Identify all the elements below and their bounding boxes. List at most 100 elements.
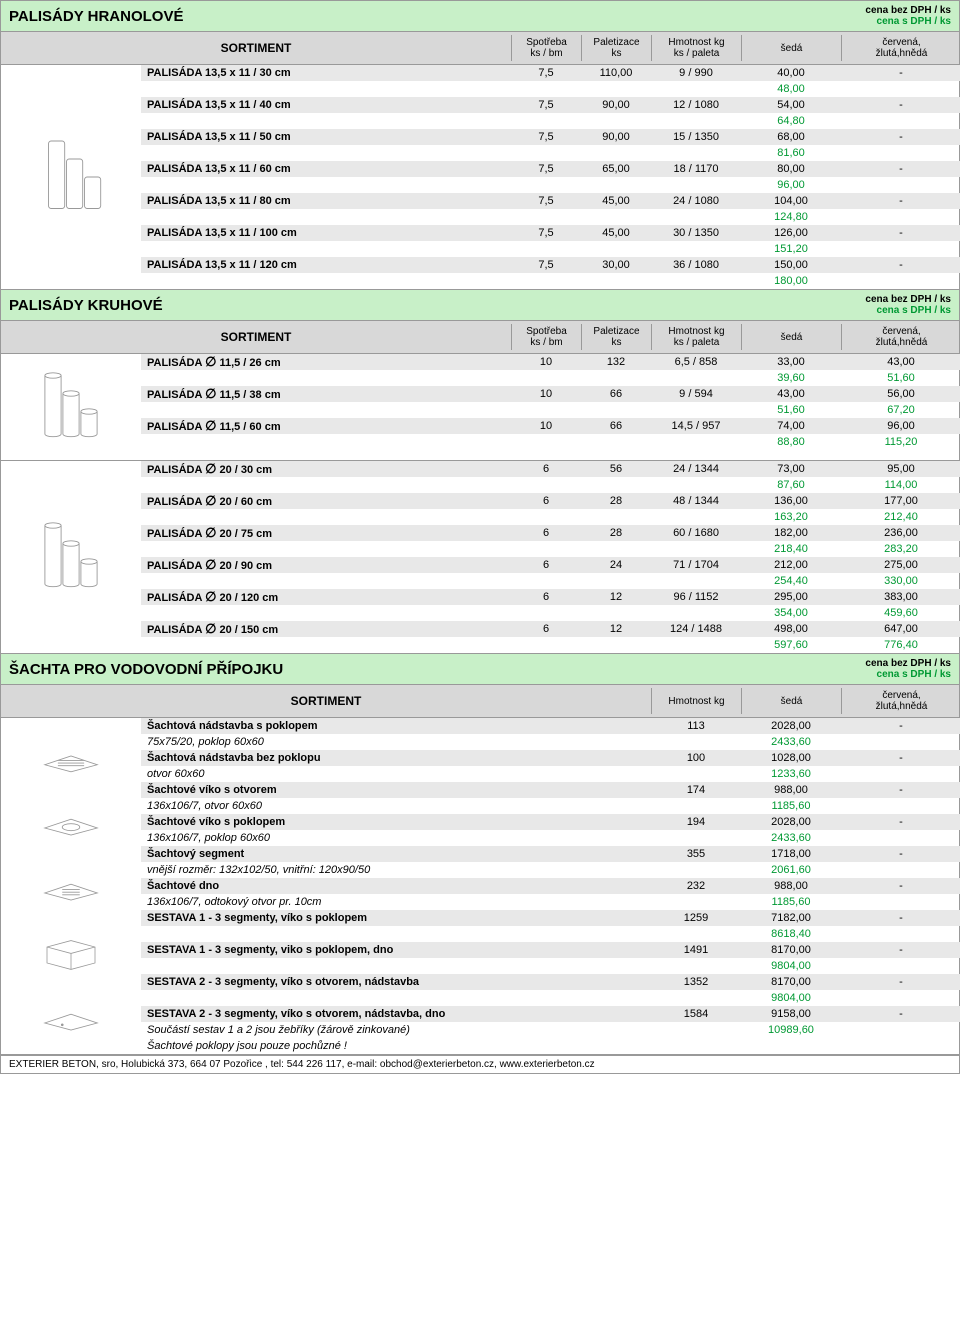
seda-dph-cell: 151,20 [741, 243, 841, 255]
cervena-cell: - [841, 259, 960, 271]
table-row: SESTAVA 1 - 3 segmenty, viko s poklopem,… [141, 942, 960, 958]
table-row: SESTAVA 2 - 3 segmenty, víko s otvorem, … [141, 974, 960, 990]
seda-dph-cell: 39,60 [741, 372, 841, 384]
hmotnost-cell: 1491 [651, 944, 741, 956]
product-name: PALISÁDA 13,5 x 11 / 40 cm [141, 99, 511, 111]
cervena-cell: - [841, 163, 960, 175]
hmotnost-cell: 232 [651, 880, 741, 892]
extra-note-row: Šachtové poklopy jsou pouze pochůzné ! [141, 1038, 960, 1054]
product-name: PALISÁDA ∅ 20 / 30 cm [141, 461, 511, 477]
hmotnost-cell: 60 / 1680 [651, 527, 741, 539]
seda-dph-cell: 81,60 [741, 147, 841, 159]
product-sub: 136x106/7, poklop 60x60 [141, 832, 651, 844]
table-row: PALISÁDA ∅ 11,5 / 60 cm 10 66 14,5 / 957… [141, 418, 960, 434]
product-name: PALISÁDA ∅ 20 / 120 cm [141, 589, 511, 605]
spotreba-cell: 7,5 [511, 67, 581, 79]
col-seda: šedá [741, 688, 841, 714]
paletizace-cell: 66 [581, 420, 651, 432]
price-note-s: cena s DPH / ks [865, 669, 951, 680]
section3-body: Šachtová nádstavba s poklopem 113 2028,0… [1, 718, 959, 1055]
section3-header: SORTIMENT Hmotnost kg šedá červená,žlutá… [1, 685, 959, 718]
seda-cell: 8170,00 [741, 976, 841, 988]
cervena-dph-cell: 114,00 [841, 479, 960, 491]
seda-dph-cell: 163,20 [741, 511, 841, 523]
section3-title: ŠACHTA PRO VODOVODNÍ PŘÍPOJKU [9, 661, 283, 678]
lid-grate-icon [36, 736, 106, 776]
seda-cell: 212,00 [741, 559, 841, 571]
table-row-dph: 136x106/7, odtokový otvor pr. 10cm 1185,… [141, 894, 960, 910]
cervena-cell: - [841, 848, 960, 860]
seda-cell: 136,00 [741, 495, 841, 507]
table-row-dph: 48,00 [141, 81, 960, 97]
seda-dph-cell: 2433,60 [741, 736, 841, 748]
table-row-dph: 136x106/7, otvor 60x60 1185,60 [141, 798, 960, 814]
paletizace-cell: 45,00 [581, 195, 651, 207]
section1-body: PALISÁDA 13,5 x 11 / 30 cm 7,5 110,00 9 … [1, 65, 959, 290]
seda-dph-cell: 9804,00 [741, 960, 841, 972]
col-spotreba: Spotřebaks / bm [511, 35, 581, 61]
product-name: PALISÁDA 13,5 x 11 / 100 cm [141, 227, 511, 239]
cervena-dph-cell: 115,20 [841, 436, 960, 448]
paletizace-cell: 45,00 [581, 227, 651, 239]
cervena-cell: - [841, 67, 960, 79]
cervena-cell: - [841, 880, 960, 892]
spotreba-cell: 6 [511, 527, 581, 539]
table-row: SESTAVA 2 - 3 segmenty, víko s otvorem, … [141, 1006, 960, 1022]
hmotnost-cell: 48 / 1344 [651, 495, 741, 507]
product-name: PALISÁDA ∅ 20 / 150 cm [141, 621, 511, 637]
col-cervena: červená,žlutá,hnědá [841, 35, 960, 61]
hmotnost-cell: 194 [651, 816, 741, 828]
table-row-dph: 136x106/7, poklop 60x60 2433,60 [141, 830, 960, 846]
product-name: PALISÁDA ∅ 11,5 / 38 cm [141, 386, 511, 402]
seda-cell: 7182,00 [741, 912, 841, 924]
spotreba-cell: 6 [511, 463, 581, 475]
seda-dph-cell: 96,00 [741, 179, 841, 191]
table-row: Šachtové víko s otvorem 174 988,00 - [141, 782, 960, 798]
seda-dph-cell: 2433,60 [741, 832, 841, 844]
hmotnost-cell: 174 [651, 784, 741, 796]
cervena-cell: - [841, 752, 960, 764]
section1-image [1, 65, 141, 289]
table-row: PALISÁDA 13,5 x 11 / 30 cm 7,5 110,00 9 … [141, 65, 960, 81]
seda-cell: 104,00 [741, 195, 841, 207]
paletizace-cell: 110,00 [581, 67, 651, 79]
page-container: PALISÁDY HRANOLOVÉ cena bez DPH / ks cen… [0, 0, 960, 1074]
slab-dot-icon [36, 996, 106, 1036]
seda-cell: 1718,00 [741, 848, 841, 860]
seda-dph-cell: 1233,60 [741, 768, 841, 780]
table-row-dph: 163,20 212,40 [141, 509, 960, 525]
product-name: Šachtový segment [141, 848, 651, 860]
spotreba-cell: 7,5 [511, 163, 581, 175]
cervena-cell: - [841, 912, 960, 924]
section1-title-bar: PALISÁDY HRANOLOVÉ cena bez DPH / ks cen… [1, 1, 959, 32]
table-row-dph: 75x75/20, poklop 60x60 2433,60 [141, 734, 960, 750]
table-row: PALISÁDA ∅ 20 / 60 cm 6 28 48 / 1344 136… [141, 493, 960, 509]
section1-header: SORTIMENT Spotřebaks / bm Paletizaceks H… [1, 32, 959, 65]
cervena-cell: - [841, 195, 960, 207]
product-name: SESTAVA 1 - 3 segmenty, viko s poklopem,… [141, 944, 651, 956]
seda-dph-cell: 180,00 [741, 275, 841, 287]
paletizace-cell: 30,00 [581, 259, 651, 271]
table-row-dph: Součástí sestav 1 a 2 jsou žebříky (žáro… [141, 1022, 960, 1038]
seda-cell: 182,00 [741, 527, 841, 539]
seda-cell: 9158,00 [741, 1008, 841, 1020]
product-sub: otvor 60x60 [141, 768, 651, 780]
pillars-icon [21, 132, 121, 222]
price-note-bez: cena bez DPH / ks [865, 658, 951, 669]
cervena-cell: 383,00 [841, 591, 960, 603]
col-paletizace: Paletizaceks [581, 35, 651, 61]
section3-images [1, 718, 141, 1054]
table-row-dph: 354,00 459,60 [141, 605, 960, 621]
seda-dph-cell: 2061,60 [741, 864, 841, 876]
seda-cell: 988,00 [741, 880, 841, 892]
product-name: Šachtová nádstavba s poklopem [141, 720, 651, 732]
table-row: PALISÁDA 13,5 x 11 / 40 cm 7,5 90,00 12 … [141, 97, 960, 113]
table-row-dph: 597,60 776,40 [141, 637, 960, 653]
spotreba-cell: 6 [511, 559, 581, 571]
seda-dph-cell: 10989,60 [741, 1024, 841, 1036]
spotreba-cell: 10 [511, 420, 581, 432]
cervena-cell: - [841, 816, 960, 828]
seda-cell: 73,00 [741, 463, 841, 475]
table-row-dph: 180,00 [141, 273, 960, 289]
price-note-s: cena s DPH / ks [865, 305, 951, 316]
